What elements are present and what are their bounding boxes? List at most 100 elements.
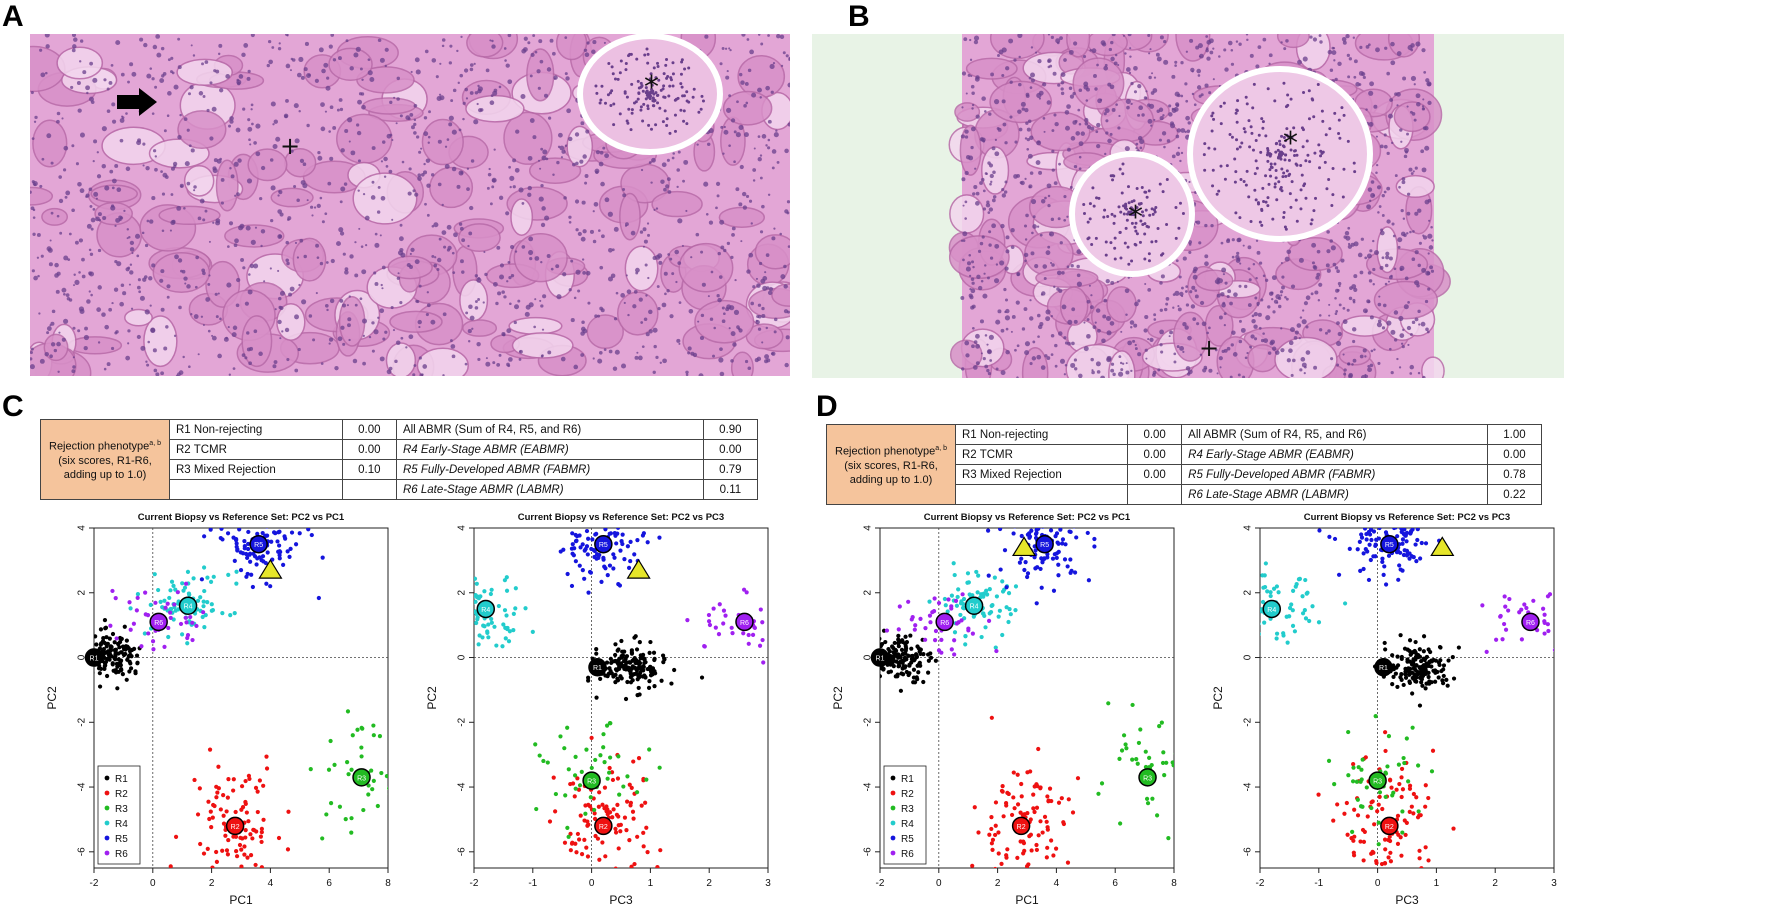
point-r1 — [647, 650, 652, 655]
point-r4 — [958, 612, 963, 618]
point-r3 — [1356, 765, 1361, 770]
point-r2 — [239, 847, 244, 852]
point-r3 — [1130, 757, 1135, 762]
point-r6 — [939, 637, 944, 643]
point-r2 — [242, 852, 247, 857]
point-r5 — [632, 552, 637, 557]
point-r2 — [579, 852, 585, 857]
point-r2 — [1407, 786, 1413, 791]
point-r6 — [746, 632, 751, 638]
point-r1 — [1439, 668, 1444, 674]
point-r2 — [1423, 845, 1428, 850]
point-r2 — [1044, 855, 1049, 860]
point-r2 — [1031, 792, 1036, 797]
point-r3 — [1376, 820, 1381, 825]
point-r6 — [172, 602, 177, 607]
point-r6 — [713, 625, 718, 630]
point-r2 — [1045, 827, 1050, 832]
point-r3 — [1179, 740, 1183, 744]
point-r4 — [201, 565, 207, 570]
point-r5 — [246, 546, 251, 552]
point-r4 — [1223, 614, 1227, 618]
point-r5 — [596, 555, 601, 560]
point-r1 — [118, 650, 124, 655]
point-r1 — [124, 677, 129, 682]
point-r4 — [952, 630, 958, 635]
point-r2 — [1394, 787, 1399, 792]
point-r5 — [1419, 540, 1424, 546]
point-r2 — [261, 817, 266, 822]
x-tick-label: 3 — [765, 878, 771, 889]
point-r1 — [872, 642, 876, 646]
point-r6 — [716, 632, 722, 637]
point-r4 — [987, 611, 992, 616]
point-r1 — [652, 657, 657, 663]
point-r1 — [102, 617, 108, 623]
point-r4 — [505, 626, 510, 632]
point-r3 — [328, 801, 334, 806]
point-r3 — [345, 709, 351, 714]
point-r3 — [1350, 829, 1355, 834]
point-r6 — [918, 616, 923, 621]
point-r5 — [1400, 537, 1406, 542]
point-r4 — [220, 611, 225, 616]
point-r4 — [954, 603, 960, 608]
point-r6 — [1561, 607, 1565, 611]
point-r2 — [645, 850, 650, 855]
point-r1 — [637, 640, 642, 645]
point-r5 — [238, 550, 243, 555]
point-r3 — [1358, 779, 1363, 784]
point-r2 — [1356, 889, 1360, 893]
point-r5 — [225, 531, 231, 536]
point-r4 — [1260, 622, 1261, 626]
point-r5 — [1403, 533, 1408, 538]
point-r5 — [242, 539, 247, 544]
score-value: 0.00 — [702, 439, 759, 460]
point-r5 — [1034, 530, 1039, 535]
point-r1 — [1424, 661, 1429, 666]
point-r4 — [992, 575, 997, 580]
point-r2 — [1075, 776, 1081, 781]
point-r4 — [1274, 584, 1280, 589]
legend-marker — [890, 835, 896, 841]
point-r1 — [900, 638, 905, 643]
point-r4 — [203, 613, 208, 618]
point-r6 — [1503, 604, 1508, 609]
x-tick-label: 2 — [706, 878, 712, 889]
point-r2 — [615, 802, 620, 807]
point-r4 — [504, 613, 509, 618]
point-r5 — [1023, 523, 1027, 527]
point-r5 — [584, 528, 590, 534]
point-r5 — [1074, 535, 1079, 540]
point-r4 — [202, 624, 207, 630]
point-r1 — [87, 645, 91, 649]
point-r2 — [1004, 803, 1009, 808]
point-r5 — [263, 560, 268, 566]
point-r5 — [1373, 543, 1378, 549]
point-r4 — [943, 603, 948, 608]
centroid-label: R6 — [154, 620, 163, 627]
point-r2 — [597, 857, 602, 862]
point-r6 — [1502, 621, 1507, 627]
chart-title: Current Biopsy vs Reference Set: PC2 vs … — [518, 512, 724, 523]
point-r3 — [1179, 739, 1183, 743]
point-r2 — [631, 816, 636, 821]
point-r5 — [1317, 528, 1322, 533]
point-r5 — [1092, 536, 1097, 542]
scatter-plot-c-pc1: Current Biopsy vs Reference Set: PC2 vs … — [40, 508, 400, 913]
point-r1 — [133, 669, 138, 674]
point-r4 — [994, 594, 999, 599]
point-r5 — [1355, 547, 1360, 552]
point-r2 — [1051, 853, 1056, 858]
point-r2 — [247, 776, 252, 782]
point-r4 — [1263, 561, 1268, 566]
point-r5 — [607, 531, 612, 536]
point-r3 — [1149, 762, 1154, 768]
point-r2 — [576, 787, 582, 792]
point-r2 — [259, 839, 264, 845]
point-r1 — [1420, 683, 1425, 688]
point-r1 — [1433, 679, 1438, 684]
point-r4 — [477, 633, 482, 638]
point-r1 — [629, 673, 635, 678]
point-r6 — [896, 627, 901, 632]
